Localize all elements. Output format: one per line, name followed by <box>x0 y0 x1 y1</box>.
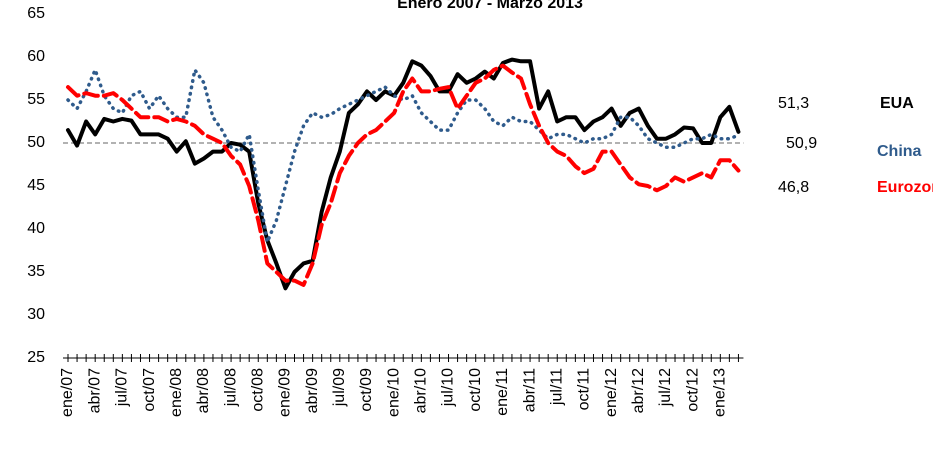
x-tick-label: abr/07 <box>86 368 103 413</box>
x-tick-label: ene/08 <box>168 368 185 417</box>
x-tick-label: ene/09 <box>277 368 294 417</box>
x-tick-label: jul/11 <box>548 368 565 406</box>
x-tick-label: oct/07 <box>141 368 158 412</box>
end-value-label: 46,8 <box>778 179 809 196</box>
y-tick-label: 30 <box>27 306 45 323</box>
y-tick-label: 35 <box>27 263 45 280</box>
x-tick-label: ene/13 <box>712 368 729 417</box>
y-tick-label: 45 <box>27 177 45 194</box>
chart-title: Enero 2007 - Marzo 2013 <box>397 0 583 12</box>
x-tick-label: abr/12 <box>630 368 647 413</box>
y-tick-label: 65 <box>27 5 45 22</box>
x-tick-label: abr/09 <box>304 368 321 413</box>
x-tick-label: jul/09 <box>331 368 348 407</box>
x-tick-label: abr/11 <box>521 368 538 412</box>
x-tick-label: ene/12 <box>603 368 620 417</box>
x-tick-label: oct/11 <box>576 368 593 411</box>
y-tick-label: 60 <box>27 48 45 65</box>
x-tick-label: jul/12 <box>657 368 674 407</box>
x-tick-label: ene/07 <box>59 368 76 417</box>
y-tick-label: 50 <box>27 134 45 151</box>
x-tick-label: jul/10 <box>440 368 457 407</box>
x-tick-label: abr/08 <box>195 368 212 413</box>
end-value-label: 50,9 <box>786 135 817 152</box>
y-tick-label: 25 <box>27 349 45 366</box>
x-tick-label: abr/10 <box>413 368 430 413</box>
series-line <box>66 63 741 287</box>
x-tick-label: ene/10 <box>385 368 402 417</box>
x-tick-label: oct/10 <box>467 368 484 412</box>
y-tick-label: 40 <box>27 220 45 237</box>
legend-label: China <box>877 143 922 160</box>
legend-label: EUA <box>880 95 914 112</box>
x-tick-label: oct/12 <box>684 368 701 412</box>
series-line <box>66 68 741 244</box>
x-tick-label: jul/08 <box>222 368 239 407</box>
x-tick-label: jul/07 <box>114 368 131 407</box>
x-tick-label: oct/08 <box>249 368 266 412</box>
end-value-label: 51,3 <box>778 95 809 112</box>
y-tick-label: 55 <box>27 91 45 108</box>
x-tick-label: ene/11 <box>494 368 511 416</box>
legend-label: Eurozona <box>877 179 933 196</box>
x-tick-label: oct/09 <box>358 368 375 412</box>
